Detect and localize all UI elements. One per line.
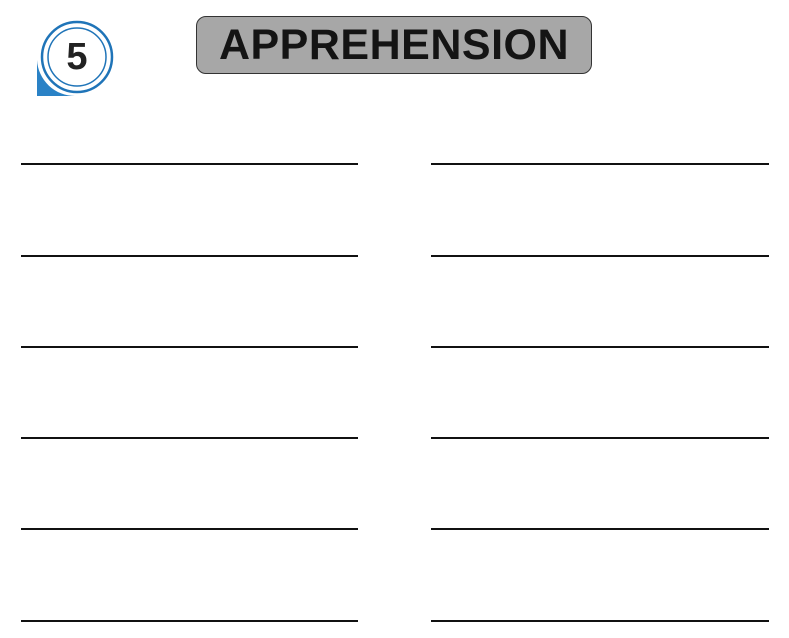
section-title-pill: APPREHENSION <box>196 16 592 74</box>
answer-line-right-3[interactable] <box>431 346 769 348</box>
answer-line-left-6[interactable] <box>21 620 358 622</box>
exercise-number: 5 <box>66 36 88 78</box>
section-title: APPREHENSION <box>218 20 570 69</box>
answer-line-right-2[interactable] <box>431 255 769 257</box>
answer-line-left-4[interactable] <box>21 437 358 439</box>
answer-line-left-1[interactable] <box>21 163 358 165</box>
badge-ring-icon <box>37 20 114 97</box>
answer-line-left-2[interactable] <box>21 255 358 257</box>
answer-line-right-1[interactable] <box>431 163 769 165</box>
answer-line-right-6[interactable] <box>431 620 769 622</box>
answer-line-right-4[interactable] <box>431 437 769 439</box>
answer-line-right-5[interactable] <box>431 528 769 530</box>
answer-line-left-3[interactable] <box>21 346 358 348</box>
exercise-number-badge: 5 <box>35 20 117 100</box>
answer-line-left-5[interactable] <box>21 528 358 530</box>
